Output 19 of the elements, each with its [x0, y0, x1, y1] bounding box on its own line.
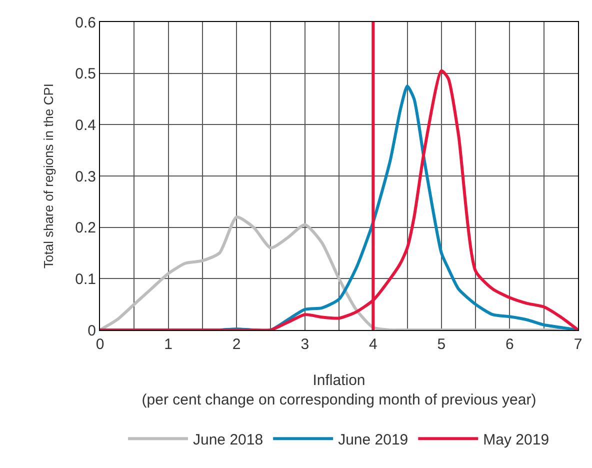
x-tick-label: 6	[506, 336, 514, 353]
legend-label: June 2018	[193, 432, 264, 448]
x-axis-title: Inflation (per cent change on corresponding month of previous year)	[142, 372, 536, 408]
x-tick-label: 5	[437, 336, 446, 353]
y-axis-title: Total share of regions in the CPI	[41, 84, 56, 268]
legend-label: May 2019	[483, 432, 550, 448]
y-tick-label: 0.3	[75, 168, 96, 186]
y-tick-label: 0.6	[75, 14, 96, 32]
y-tick-label: 0.4	[75, 116, 96, 134]
y-tick-label: 0	[88, 322, 96, 340]
x-tick-label: 7	[574, 336, 582, 353]
y-tick-label: 0.5	[75, 66, 96, 83]
x-tick-label: 4	[368, 336, 378, 353]
y-tick-label: 0.2	[75, 220, 96, 237]
x-tick-label: 3	[300, 336, 310, 353]
x-tick-label: 2	[232, 336, 241, 353]
y-tick-label: 0.1	[75, 270, 96, 288]
x-tick-label: 1	[164, 336, 172, 353]
legend-label: June 2019	[338, 432, 408, 448]
